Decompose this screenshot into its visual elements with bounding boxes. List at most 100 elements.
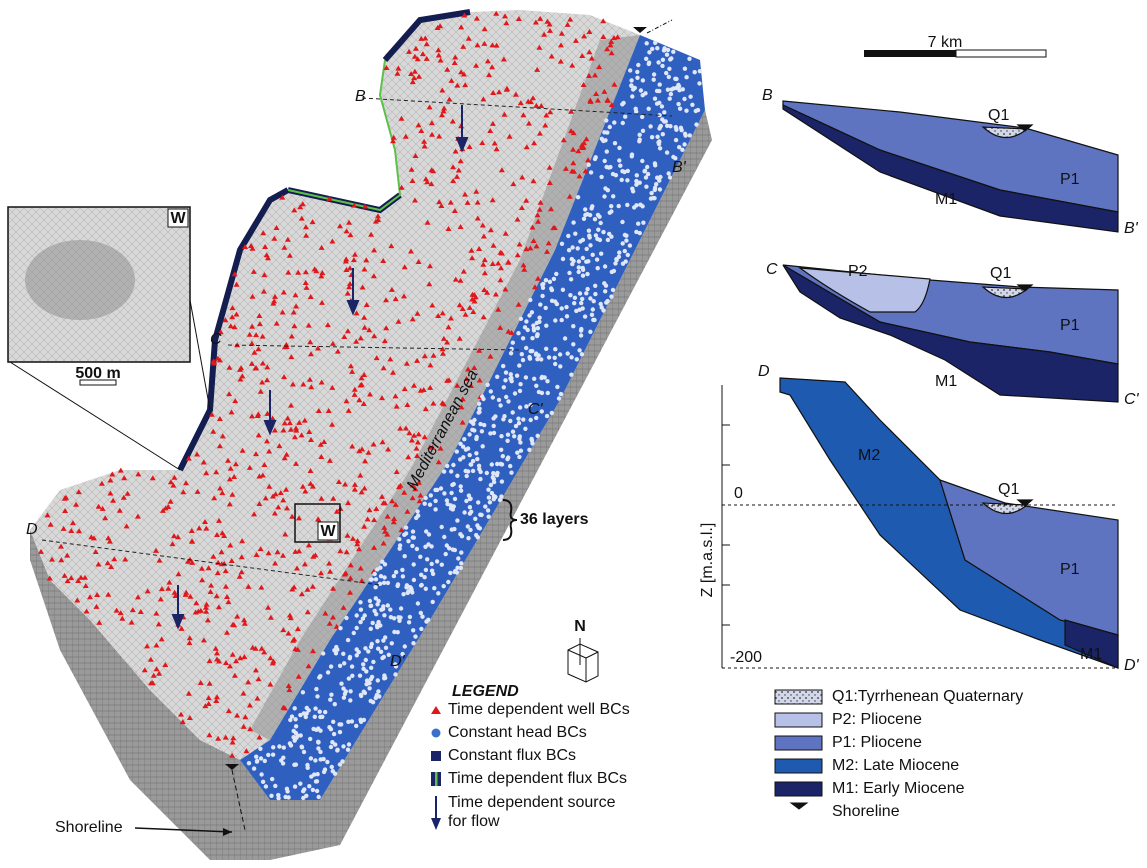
head-bc	[285, 789, 289, 793]
head-bc	[498, 403, 502, 407]
shoreline-marker	[633, 27, 647, 33]
head-bc	[329, 664, 333, 668]
head-bc	[534, 384, 538, 388]
head-bc	[617, 250, 621, 254]
head-bc	[530, 336, 534, 340]
head-bc	[477, 410, 481, 414]
head-bc	[566, 234, 570, 238]
head-bc	[491, 471, 495, 475]
head-bc	[416, 601, 420, 605]
head-bc	[412, 578, 416, 582]
head-bc	[597, 215, 601, 219]
head-bc	[546, 391, 550, 395]
head-bc	[448, 571, 452, 575]
head-bc	[468, 453, 472, 457]
head-bc	[620, 220, 624, 224]
unit-label: Q1	[990, 265, 1011, 282]
head-bc	[658, 82, 662, 86]
window-label: W	[320, 523, 336, 540]
head-bc	[369, 677, 373, 681]
head-bc	[412, 562, 416, 566]
head-bc	[603, 264, 607, 268]
section-mark: C	[210, 331, 222, 348]
head-bc	[329, 693, 333, 697]
head-bc	[593, 292, 597, 296]
head-bc	[456, 556, 460, 560]
head-bc	[645, 41, 649, 45]
head-bc	[580, 297, 584, 301]
head-bc	[550, 411, 554, 415]
head-bc	[519, 317, 523, 321]
head-bc	[374, 577, 378, 581]
head-bc	[625, 203, 629, 207]
head-bc	[424, 587, 428, 591]
head-bc	[527, 448, 531, 452]
head-bc	[644, 57, 648, 61]
head-bc	[640, 159, 644, 163]
head-bc	[655, 46, 659, 50]
head-bc	[538, 302, 542, 306]
head-bc	[483, 504, 487, 508]
head-bc	[302, 787, 306, 791]
head-bc	[608, 125, 612, 129]
head-bc	[554, 272, 558, 276]
head-bc	[314, 687, 318, 691]
head-bc	[629, 78, 633, 82]
head-bc	[581, 274, 585, 278]
head-bc	[521, 417, 525, 421]
head-bc	[636, 63, 640, 67]
head-bc	[369, 627, 373, 631]
head-bc	[488, 431, 492, 435]
head-bc	[348, 689, 352, 693]
legend-symbol	[432, 729, 441, 738]
head-bc	[330, 740, 334, 744]
head-bc	[617, 158, 621, 162]
head-bc	[573, 232, 577, 236]
head-bc	[459, 484, 463, 488]
head-bc	[658, 146, 662, 150]
head-bc	[466, 524, 470, 528]
head-bc	[524, 319, 528, 323]
head-bc	[309, 756, 313, 760]
legend: LEGEND Time dependent well BCs Constant …	[431, 683, 630, 830]
head-bc	[528, 298, 532, 302]
head-bc	[332, 648, 336, 652]
z-axis-label: Z [m.a.s.l.]	[699, 523, 716, 598]
inset-scale-bar	[80, 380, 116, 385]
head-bc	[578, 291, 582, 295]
head-bc	[403, 644, 407, 648]
head-bc	[571, 220, 575, 224]
head-bc	[341, 744, 345, 748]
head-bc	[630, 152, 634, 156]
head-bc	[469, 510, 473, 514]
head-bc	[573, 296, 577, 300]
head-bc	[589, 170, 593, 174]
head-bc	[440, 525, 444, 529]
head-bc	[521, 358, 525, 362]
head-bc	[273, 784, 277, 788]
head-bc	[511, 410, 515, 414]
head-bc	[684, 109, 688, 113]
head-bc	[577, 308, 581, 312]
head-bc	[693, 70, 697, 74]
head-bc	[408, 615, 412, 619]
head-bc	[550, 299, 554, 303]
legend-symbol	[431, 706, 441, 714]
head-bc	[492, 424, 496, 428]
head-bc	[653, 163, 657, 167]
head-bc	[668, 124, 672, 128]
head-bc	[684, 75, 688, 79]
head-bc	[388, 607, 392, 611]
head-bc	[679, 126, 683, 130]
head-bc	[318, 674, 322, 678]
head-bc	[374, 696, 378, 700]
head-bc	[576, 195, 580, 199]
head-bc	[664, 71, 668, 75]
head-bc	[571, 324, 575, 328]
head-bc	[433, 488, 437, 492]
head-bc	[626, 253, 630, 257]
head-bc	[411, 529, 415, 533]
head-bc	[462, 510, 466, 514]
head-bc	[517, 363, 521, 367]
head-bc	[640, 115, 644, 119]
